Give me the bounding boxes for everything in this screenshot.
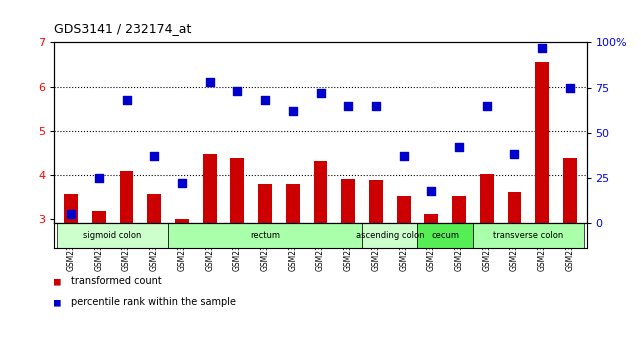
- Point: [343, 103, 353, 108]
- Bar: [57, 223, 168, 248]
- Point: [481, 103, 492, 108]
- Text: sigmoid colon: sigmoid colon: [83, 231, 142, 240]
- Text: ■: ■: [54, 276, 62, 286]
- Point: [149, 153, 160, 159]
- Text: ascending colon: ascending colon: [356, 231, 424, 240]
- Point: [426, 188, 437, 193]
- Text: transformed count: transformed count: [71, 276, 162, 286]
- Bar: [563, 158, 577, 351]
- Bar: [341, 179, 355, 351]
- Bar: [362, 223, 417, 248]
- Bar: [120, 171, 133, 351]
- Bar: [286, 184, 300, 351]
- Bar: [175, 219, 189, 351]
- Point: [370, 103, 381, 108]
- Text: transverse colon: transverse colon: [493, 231, 563, 240]
- Text: ■: ■: [54, 297, 62, 307]
- Bar: [231, 158, 244, 351]
- Bar: [397, 196, 410, 351]
- Bar: [258, 184, 272, 351]
- Point: [454, 144, 464, 150]
- Text: cecum: cecum: [431, 231, 459, 240]
- Bar: [64, 194, 78, 351]
- Point: [399, 153, 409, 159]
- Bar: [424, 214, 438, 351]
- Point: [537, 45, 547, 51]
- Bar: [313, 161, 328, 351]
- Bar: [535, 62, 549, 351]
- Point: [121, 97, 131, 103]
- Point: [204, 79, 215, 85]
- Bar: [203, 154, 217, 351]
- Bar: [92, 211, 106, 351]
- Bar: [168, 223, 362, 248]
- Point: [66, 211, 76, 217]
- Bar: [508, 192, 521, 351]
- Text: percentile rank within the sample: percentile rank within the sample: [71, 297, 235, 307]
- Point: [94, 175, 104, 181]
- Point: [177, 181, 187, 186]
- Point: [260, 97, 271, 103]
- Text: rectum: rectum: [250, 231, 280, 240]
- Bar: [480, 174, 494, 351]
- Point: [510, 152, 520, 157]
- Bar: [369, 180, 383, 351]
- Point: [565, 85, 575, 91]
- Bar: [473, 223, 584, 248]
- Bar: [452, 196, 466, 351]
- Point: [315, 90, 326, 96]
- Bar: [147, 194, 161, 351]
- Text: GDS3141 / 232174_at: GDS3141 / 232174_at: [54, 22, 192, 35]
- Point: [288, 108, 298, 114]
- Point: [232, 88, 242, 94]
- Bar: [417, 223, 473, 248]
